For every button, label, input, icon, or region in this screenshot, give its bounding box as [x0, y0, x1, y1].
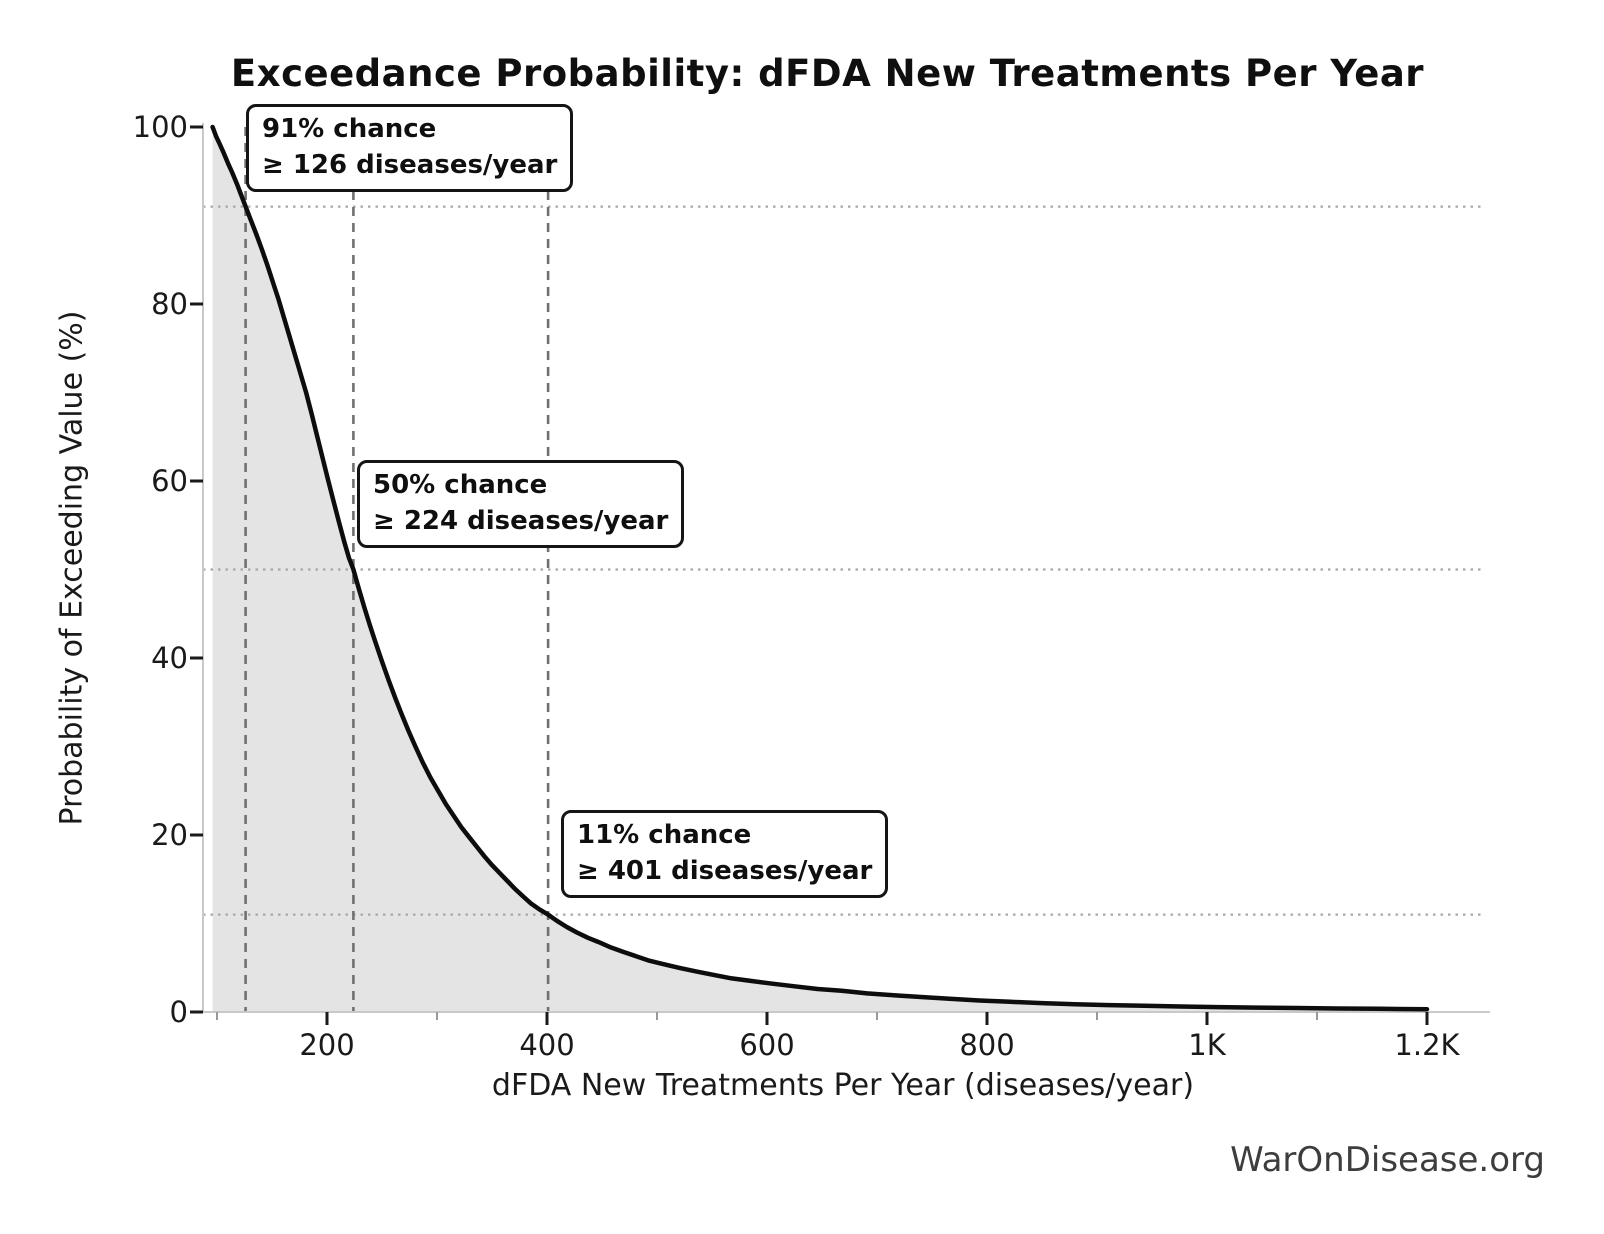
x-tick-label-400: 400 [519, 1028, 575, 1062]
annotation-box-50pct: 50% chance ≥ 224 diseases/year [357, 460, 685, 548]
annotation-threshold-text: ≥ 401 diseases/year [577, 856, 873, 886]
annotation-threshold-text: ≥ 126 diseases/year [262, 150, 558, 180]
x-tick-label-1.2K: 1.2K [1394, 1028, 1460, 1062]
annotation-box-11pct: 11% chance ≥ 401 diseases/year [561, 810, 889, 898]
annotation-chance-text: 50% chance [373, 470, 548, 500]
y-tick-label-40: 40 [151, 641, 188, 675]
x-tick-label-800: 800 [959, 1028, 1015, 1062]
area-fill [212, 127, 1428, 1012]
watermark-text: WarOnDisease.org [1230, 1140, 1545, 1180]
exceedance-curve [210, 124, 1430, 1012]
x-tick-label-200: 200 [299, 1028, 355, 1062]
y-tick-label-0: 0 [169, 995, 188, 1029]
y-tick-label-20: 20 [151, 818, 188, 852]
y-tick-label-80: 80 [151, 287, 188, 321]
chart-title: Exceedance Probability: dFDA New Treatme… [230, 52, 1425, 95]
y-tick-label-100: 100 [132, 110, 188, 144]
y-tick-label-60: 60 [151, 464, 188, 498]
annotation-chance-text: 91% chance [262, 114, 437, 144]
annotation-chance-text: 11% chance [577, 820, 752, 850]
y-axis-label: Probability of Exceeding Value (%) [54, 310, 90, 826]
x-tick-label-1K: 1K [1188, 1028, 1226, 1062]
annotation-box-91pct: 91% chance ≥ 126 diseases/year [246, 104, 574, 192]
x-axis-label: dFDA New Treatments Per Year (diseases/y… [491, 1068, 1195, 1103]
x-tick-label-600: 600 [739, 1028, 795, 1062]
annotation-threshold-text: ≥ 224 diseases/year [373, 506, 669, 536]
